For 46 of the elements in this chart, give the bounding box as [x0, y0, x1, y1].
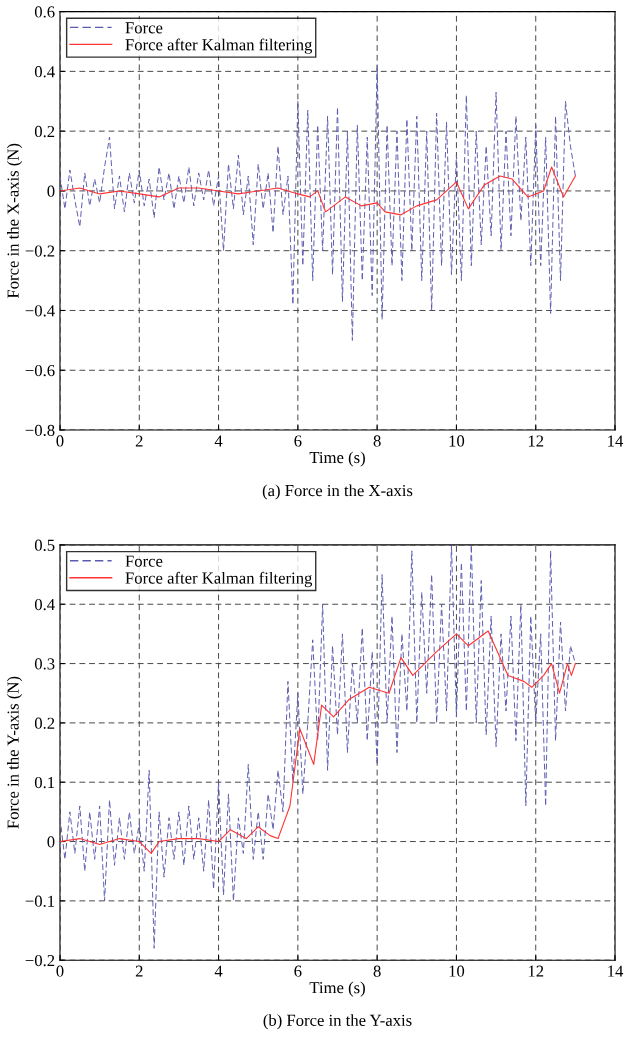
x-tick-label: 10 [449, 965, 465, 977]
x-tick-label: 2 [135, 965, 143, 977]
x-tick-label: 0 [56, 965, 64, 977]
y-tick-label: −0.2 [25, 954, 55, 967]
text: (b) Force in the Y-axis [263, 1014, 412, 1030]
x-tick-label: 0 [56, 435, 64, 447]
x-tick-label: 12 [528, 965, 544, 977]
legend-label: Force [125, 555, 163, 567]
y-tick-label: 0.1 [34, 776, 55, 789]
x-tick-label: 4 [214, 435, 223, 447]
y-tick-label: −0.6 [25, 364, 55, 377]
x-axis-title: Time (s) [309, 981, 365, 997]
line-series [59, 64, 576, 341]
y-tick-label: 0.2 [34, 125, 55, 138]
y-tick-label: 0.2 [34, 717, 55, 729]
legend-label: Force after Kalman filtering [125, 38, 313, 54]
x-tick-label: 6 [294, 965, 302, 977]
y-tick-label: −0.4 [25, 305, 55, 317]
line-series [59, 630, 576, 854]
y-tick-label: −0.2 [25, 245, 55, 257]
x-tick-label: 4 [214, 965, 223, 977]
x-tick-label: 2 [135, 435, 143, 447]
line-series [59, 544, 576, 949]
x-tick-label: 14 [608, 965, 624, 977]
x-tick-label: 12 [528, 435, 544, 447]
y-tick-label: 0.5 [34, 539, 55, 551]
legend-label: Force after Kalman filtering [125, 571, 313, 588]
y-tick-label: 0.6 [34, 6, 55, 18]
x-tick-label: 8 [373, 435, 381, 447]
y-tick-label: 0.3 [34, 658, 55, 670]
x-tick-label: 14 [608, 435, 624, 447]
text: (a) Force in the X-axis [262, 484, 413, 500]
y-tick-label: 0 [47, 185, 55, 197]
y-tick-label: 0.4 [34, 598, 55, 611]
y-tick-label: −0.1 [25, 895, 55, 907]
y-axis-title: Force in the Y-axis (N) [6, 676, 23, 829]
legend-label: Force [125, 22, 163, 34]
line-series [59, 166, 576, 216]
y-tick-label: 0 [47, 836, 55, 848]
x-tick-label: 8 [373, 965, 381, 977]
y-tick-label: 0.4 [34, 66, 55, 78]
x-tick-label: 6 [294, 435, 302, 447]
x-tick-label: 10 [449, 435, 465, 447]
y-tick-label: −0.8 [25, 424, 55, 437]
y-axis-title: Force in the X-axis (N) [6, 143, 23, 299]
x-axis-title: Time (s) [309, 451, 365, 467]
